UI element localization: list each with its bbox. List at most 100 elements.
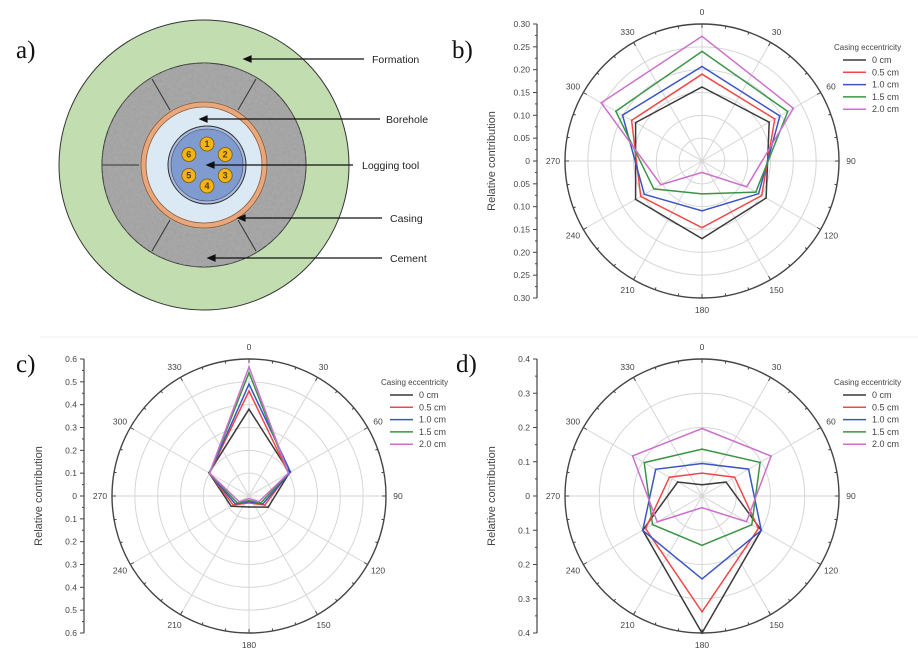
data-point: [701, 506, 703, 509]
data-point: [267, 506, 269, 508]
data-point: [701, 632, 703, 634]
legend-entry: 1.0 cm: [872, 415, 899, 425]
grid-spoke: [583, 92, 703, 162]
detector-6: [181, 147, 197, 162]
angle-tick-label: 60: [826, 82, 836, 92]
data-point: [289, 471, 292, 473]
detector-3: [217, 168, 233, 183]
angle-tick-mark: [747, 622, 750, 625]
angle-tick-mark: [583, 562, 588, 565]
legend-entry: 1.0 cm: [872, 80, 899, 90]
angle-tick-label: 150: [769, 620, 783, 630]
angle-tick-mark: [573, 113, 576, 116]
data-point: [652, 188, 655, 190]
angle-tick-label: 330: [167, 362, 181, 372]
angle-tick-mark: [143, 582, 147, 585]
angle-tick-mark: [294, 622, 297, 625]
radial-tick-label: 0.3: [518, 388, 530, 398]
data-point: [641, 529, 644, 532]
data-point: [260, 502, 262, 504]
radial-tick-label: 0.1: [65, 468, 77, 478]
radial-tick-label: 0: [525, 156, 530, 166]
radial-tick-label: 0.2: [65, 537, 77, 547]
detector-number: 6: [186, 150, 191, 160]
angle-tick-mark: [788, 390, 791, 394]
angle-tick-mark: [633, 42, 636, 47]
angle-tick-label: 30: [772, 362, 782, 372]
angle-tick-label: 210: [167, 620, 181, 630]
data-point: [745, 520, 748, 523]
data-point: [760, 194, 763, 197]
data-point: [701, 209, 703, 212]
detector-number: 4: [204, 181, 209, 191]
grid-spoke: [583, 160, 703, 230]
detector-group: 1 2 3 4 5 6: [181, 136, 233, 194]
angle-tick-mark: [613, 263, 616, 267]
angle-tick-mark: [596, 72, 600, 75]
data-point: [660, 183, 662, 186]
radial-tick-label: 0.20: [513, 65, 530, 75]
borehole-label: Borehole: [386, 114, 428, 126]
data-point: [701, 578, 703, 580]
angle-tick-mark: [804, 72, 808, 75]
data-point: [792, 107, 795, 110]
angle-tick-mark: [143, 407, 147, 410]
angle-tick-mark: [315, 610, 318, 615]
legend-entry: 2.0 cm: [419, 439, 446, 449]
radial-tick-label: 0.2: [518, 423, 530, 433]
angle-tick-label: 180: [695, 640, 709, 650]
radial-tick-label: 0.6: [65, 354, 77, 364]
grid-spoke: [583, 427, 703, 497]
data-point: [701, 73, 703, 76]
data-point: [733, 476, 736, 478]
angle-tick-mark: [573, 448, 576, 451]
y-axis-label: Relative contribution: [486, 111, 498, 211]
cement-segment-dividers: [102, 78, 257, 252]
casing-label: Casing: [390, 213, 423, 225]
label-arrows: [198, 55, 382, 262]
data-point: [262, 503, 264, 505]
data-point: [701, 448, 703, 450]
angle-tick-label: 270: [546, 491, 560, 501]
angle-tick-mark: [315, 377, 318, 382]
angle-tick-mark: [816, 427, 821, 430]
data-point: [770, 455, 772, 457]
angle-tick-label: 330: [620, 27, 634, 37]
angle-tick-label: 120: [824, 231, 838, 241]
grid-spoke: [633, 42, 703, 162]
radial-tick-label: 0.6: [65, 628, 77, 638]
angle-tick-mark: [816, 92, 821, 95]
detector-5: [181, 168, 197, 183]
legend-entry: 0.5 cm: [419, 402, 446, 412]
angle-tick-mark: [180, 377, 183, 382]
angle-tick-label: 270: [546, 156, 560, 166]
angle-tick-label: 30: [772, 27, 782, 37]
data-point: [701, 86, 703, 88]
data-point: [745, 186, 748, 188]
polar-chart-b: 0 30 60 90 120 150 180 210 240 270 300 330 0.30 0.25 0…: [486, 7, 901, 315]
grid-spoke: [248, 495, 318, 615]
radial-tick-label: 0.5: [65, 377, 77, 387]
data-point: [634, 121, 637, 124]
data-point: [701, 65, 703, 68]
angle-tick-label: 0: [247, 342, 252, 352]
angle-tick-mark: [828, 448, 831, 451]
data-point: [234, 503, 236, 505]
radial-tick-label: 0.4: [518, 628, 530, 638]
data-point: [701, 193, 703, 195]
grid-spoke: [248, 427, 368, 497]
data-point: [747, 468, 750, 470]
data-point: [248, 390, 250, 392]
grid-spoke: [633, 160, 703, 280]
data-point: [232, 504, 234, 506]
data-point: [287, 472, 290, 474]
radial-tick-label: 0.10: [513, 202, 530, 212]
data-point: [701, 35, 703, 38]
angle-tick-mark: [375, 541, 378, 544]
angle-tick-mark: [747, 287, 750, 290]
legend-entry: 2.0 cm: [872, 104, 899, 114]
radial-tick-label: 0.05: [513, 133, 530, 143]
data-point: [773, 118, 776, 120]
angle-tick-mark: [573, 541, 576, 544]
data-point: [765, 197, 767, 199]
